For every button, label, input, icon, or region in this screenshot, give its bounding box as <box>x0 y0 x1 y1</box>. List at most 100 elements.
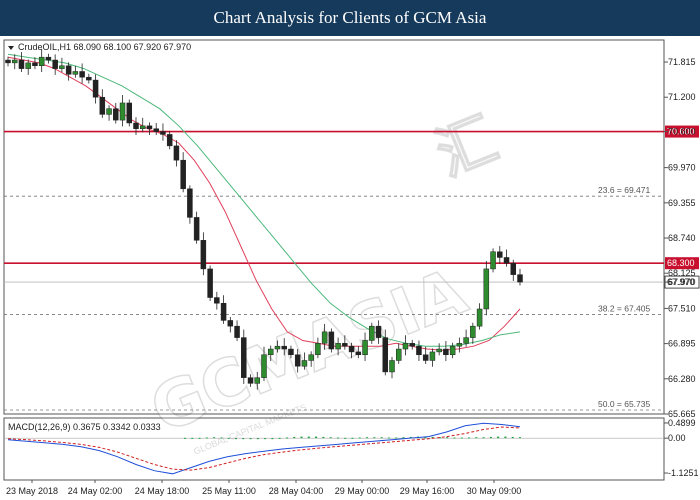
macd-histogram-bar <box>307 436 310 439</box>
candle <box>267 345 274 362</box>
candle <box>449 342 456 359</box>
candle <box>476 303 483 330</box>
candle-body-down <box>497 251 503 258</box>
price-tick-label: 66.895 <box>668 339 696 349</box>
candle <box>456 337 463 353</box>
candle-body-up <box>476 308 483 327</box>
candle-body-down <box>92 79 99 98</box>
x-tick-label: 29 May 00:00 <box>335 486 390 496</box>
macd-histogram-bar <box>249 438 252 440</box>
candle-body-down <box>510 262 517 275</box>
candle <box>220 295 227 324</box>
candle <box>200 232 207 276</box>
candle-body-up <box>463 337 469 344</box>
candle <box>18 52 25 73</box>
candle <box>99 89 106 118</box>
macd-histogram-bar <box>402 437 405 439</box>
macd-histogram-bar <box>468 437 471 439</box>
macd-histogram-bar <box>264 438 267 440</box>
candle-body-down <box>113 108 119 121</box>
macd-histogram-bar <box>424 436 427 439</box>
candle-body-down <box>355 351 362 356</box>
candle-body-up <box>470 325 476 338</box>
candle-body-down <box>294 354 301 367</box>
price-tick-label: 69.970 <box>668 163 696 173</box>
candle <box>315 337 321 359</box>
candle-body-down <box>160 131 166 135</box>
candle <box>497 246 503 264</box>
fib-level-label: 23.6 = 69.471 <box>598 185 651 195</box>
candle <box>510 259 517 281</box>
candle <box>160 123 166 141</box>
candle <box>45 53 52 64</box>
macd-tick-label: -1.1251 <box>668 468 699 478</box>
candle-body-up <box>402 343 409 350</box>
candle-body-up <box>395 348 402 361</box>
candle-body-down <box>99 96 106 115</box>
current-price-label: 67.970 <box>667 277 695 287</box>
hline-price-label: 68.300 <box>667 258 695 268</box>
macd-histogram-bar <box>271 438 274 440</box>
candle-body-down <box>220 303 227 321</box>
candle <box>119 94 126 127</box>
candle-body-down <box>348 345 355 353</box>
symbol-label: CrudeOIL,H1 68.090 68.100 67.920 67.970 <box>18 42 191 52</box>
macd-histogram-bar <box>446 437 449 439</box>
candle-body-down <box>146 125 153 129</box>
candle <box>79 63 85 84</box>
fib-level-label: 38.2 = 67.405 <box>598 303 651 313</box>
candle-body-down <box>86 76 92 81</box>
candle-body-down <box>247 377 254 384</box>
candle <box>321 323 328 350</box>
candle-body-down <box>193 217 200 241</box>
candle <box>180 152 186 193</box>
candle <box>436 343 442 356</box>
candle-body-down <box>180 159 186 190</box>
candle <box>86 73 92 84</box>
x-tick-label: 23 May 2018 <box>6 486 58 496</box>
candle <box>207 265 213 301</box>
hline-price-label: 70.600 <box>667 127 695 137</box>
x-tick-label: 24 May 18:00 <box>135 486 190 496</box>
candle <box>59 57 65 73</box>
macd-histogram-bar <box>511 436 514 439</box>
macd-main-line <box>7 422 521 475</box>
x-tick-label: 28 May 04:00 <box>269 486 324 496</box>
candle <box>65 62 72 81</box>
candle <box>288 345 294 359</box>
candle-body-up <box>301 360 308 367</box>
macd-histogram-bar <box>315 436 318 439</box>
price-tick-label: 67.510 <box>668 303 696 313</box>
candle <box>173 140 180 167</box>
candle-body-down <box>328 331 335 350</box>
candle-body-up <box>389 360 395 373</box>
macd-label: MACD(12,26,9) 0.3675 0.3342 0.0333 <box>8 422 161 432</box>
x-tick-label: 25 May 11:00 <box>202 486 256 496</box>
price-tick-label: 71.815 <box>668 57 696 67</box>
candle <box>490 248 496 273</box>
candle-body-down <box>5 59 11 64</box>
candle <box>402 335 409 356</box>
macd-histogram-bar <box>519 437 521 439</box>
macd-histogram-bar <box>409 436 412 439</box>
collapse-arrow-icon[interactable] <box>8 46 14 50</box>
candle <box>11 54 18 70</box>
candle-body-down <box>416 345 422 356</box>
candle <box>422 346 429 364</box>
candle-body-up <box>436 348 442 353</box>
candle <box>375 320 382 344</box>
candle-body-up <box>335 343 341 350</box>
macd-histogram-bar <box>489 436 492 439</box>
price-tick-label: 70.600 <box>668 127 696 137</box>
macd-histogram-bar <box>213 437 216 439</box>
candle-body-down <box>166 134 173 147</box>
macd-histogram-bar <box>278 437 281 439</box>
candle <box>429 348 436 367</box>
macd-histogram-bar <box>191 437 194 439</box>
candle <box>139 117 146 133</box>
candle <box>193 211 200 244</box>
banner-title: Chart Analysis for Clients of GCM Asia <box>0 0 700 36</box>
candle-body-down <box>241 337 247 378</box>
macd-histogram-bar <box>504 436 507 439</box>
candle <box>483 260 490 316</box>
